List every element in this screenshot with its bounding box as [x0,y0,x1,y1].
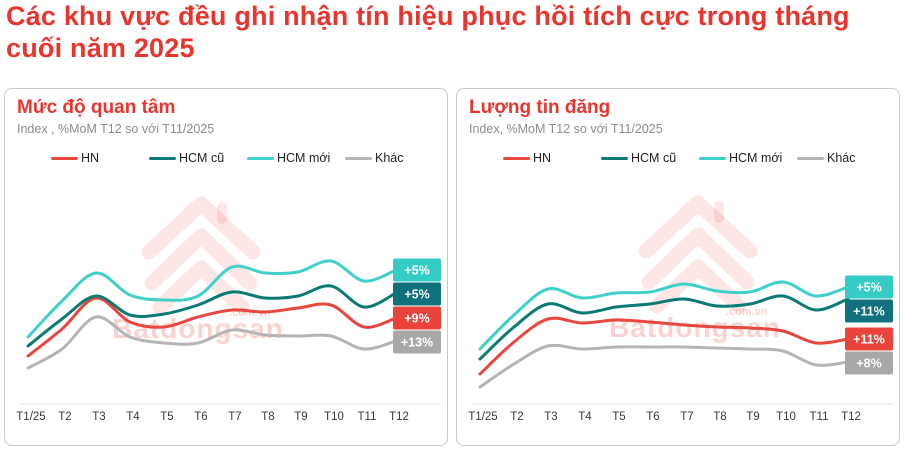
chart-canvas: Batdongsan.com.vn T1/25 T2 T3 T4 T5 T6 T7 T8 T9 T1… [16,196,441,423]
end-value-badge [845,299,893,323]
x-axis-label: T10 [776,411,796,423]
series-line-khác [478,343,850,389]
panel-title: Lượng tin đăng [469,97,611,118]
panel-subtitle: Index , %MoM T12 so với T11/2025 [17,122,215,136]
end-value-badge [845,351,893,375]
x-axis-label: T3 [92,411,105,423]
legend-label: HCM mới [277,151,331,165]
x-axis-label: T6 [646,411,659,423]
x-axis-label: T5 [160,411,173,423]
x-axis-label: T4 [578,411,592,423]
legend: HN HCM cũ HCM mới Khác [457,151,899,165]
x-axis-label: T2 [510,411,523,423]
panel-muc-do-quan-tam: Mức độ quan tâm Index , %MoM T12 so với … [4,88,448,446]
end-value-label: +13% [401,336,433,350]
line-chart-interest: Batdongsan .com.vn T1/25 T2 T3 T4 T5 T6 T7 T8 T9 T1… [5,187,447,427]
legend-label: Khác [827,151,856,165]
x-axis-label: T1/25 [468,411,497,423]
legend-swatch [699,156,726,160]
x-axis-label: T12 [841,411,861,423]
x-axis-label: T2 [58,411,71,423]
legend-item-hn: HN [51,151,149,165]
end-value-badge [845,275,893,299]
end-value-label: +11% [853,333,885,347]
x-axis-label: T12 [389,411,409,423]
legend-swatch [797,156,824,160]
legend-swatch [503,156,530,160]
legend-item-khác: Khác [345,151,443,165]
x-axis-label: T9 [294,411,307,423]
x-axis-label: T7 [680,411,693,423]
watermark-domain-text: .com.vn [726,306,768,318]
end-value-label: +5% [856,281,881,295]
series-line-hn [26,296,398,358]
legend-label: HN [533,151,552,165]
end-value-label: +5% [404,288,429,302]
legend-swatch [149,156,176,160]
legend-item-hcm-mới: HCM mới [699,151,797,165]
series-line-hcm-mới [478,280,850,351]
series-line-hcm-cũ [478,294,850,361]
legend-label: HCM cũ [631,151,677,165]
x-axis-label: T7 [228,411,241,423]
series-line-hcm-mới [26,259,398,339]
end-value-label: +8% [856,357,881,371]
x-axis-label: T9 [746,411,759,423]
page-title: Các khu vực đều ghi nhận tín hiệu phục h… [6,1,850,63]
legend-item-hcm-cũ: HCM cũ [601,151,699,165]
end-value-badge [393,282,441,306]
legend-item-hcm-cũ: HCM cũ [149,151,247,165]
x-axis-label: T8 [261,411,274,423]
end-value-badge [845,327,893,351]
legend-label: Khác [375,151,404,165]
legend-swatch [247,156,274,160]
end-value-badge [393,258,441,282]
end-value-label: +9% [404,312,429,326]
end-value-label: +5% [404,264,429,278]
x-axis-label: T6 [194,411,207,423]
x-axis-label: T3 [544,411,557,423]
x-axis-label: T5 [612,411,625,423]
batdongsan-watermark-icon: Batdongsan.com.vn [112,196,283,344]
end-value-badge [393,330,441,354]
x-axis-label: T1/25 [16,411,45,423]
end-value-badge [393,306,441,330]
x-axis-label: T8 [713,411,726,423]
legend-swatch [601,156,628,160]
legend-label: HCM mới [729,151,783,165]
legend: HN HCM cũ HCM mới Khác [5,151,447,165]
panel-title: Mức độ quan tâm [17,97,176,118]
series-line-hn [478,316,850,376]
series-line-hcm-cũ [26,284,398,348]
end-value-label: +11% [853,305,885,319]
panel-luong-tin-dang: Lượng tin đăng Index, %MoM T12 so với T1… [456,88,900,446]
legend-swatch [345,156,372,160]
x-axis-label: T4 [126,411,140,423]
x-axis-label: T11 [358,411,377,423]
x-axis-label: T10 [324,411,344,423]
legend-item-hcm-mới: HCM mới [247,151,345,165]
legend-label: HN [81,151,100,165]
panel-subtitle: Index, %MoM T12 so với T11/2025 [469,122,663,136]
legend-label: HCM cũ [179,151,225,165]
legend-item-khác: Khác [797,151,895,165]
line-chart-listings: Batdongsan .com.vn T1/25 T2 T3 T4 T5 T6 T7 T8 T9 T1… [457,187,899,427]
x-axis-label: T11 [810,411,829,423]
legend-swatch [51,156,78,160]
legend-item-hn: HN [503,151,601,165]
series-line-khác [26,315,398,370]
